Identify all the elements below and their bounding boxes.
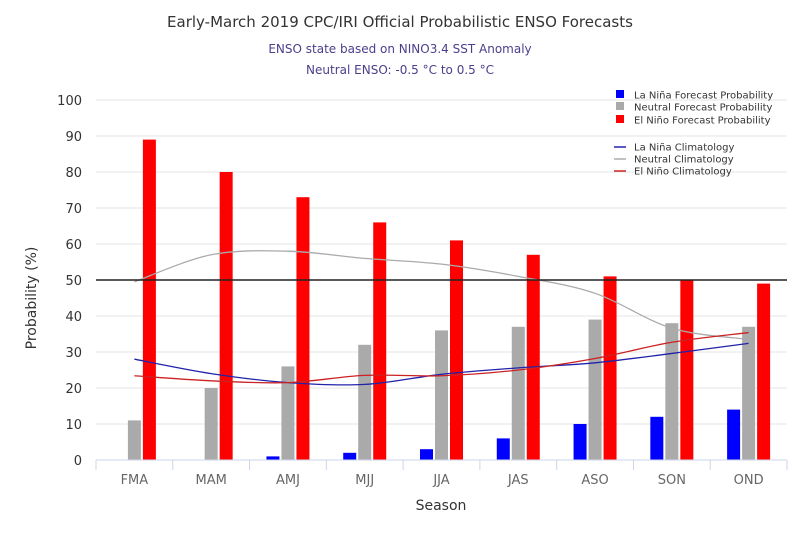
line-neutral-climatology xyxy=(134,250,749,341)
bar-el-ni-o-forecast-probability-OND xyxy=(757,283,771,460)
y-axis-ticks: 0 10 20 30 40 50 60 70 80 90 100 xyxy=(57,94,82,469)
bar-la-ni-a-forecast-probability-OND xyxy=(727,409,741,460)
bar-neutral-forecast-probability-JJA xyxy=(435,330,448,460)
bar-neutral-forecast-probability-FMA xyxy=(127,420,141,460)
legend-label-la-ni-a-forecast-probability: La Niña Forecast Probability xyxy=(634,91,773,102)
bar-el-ni-o-forecast-probability-AMJ xyxy=(296,197,310,460)
legend-swatch-neutral-forecast-probability xyxy=(616,102,624,110)
y-tick-label: 60 xyxy=(65,238,82,253)
y-tick-label: 10 xyxy=(65,418,82,433)
bar-el-ni-o-forecast-probability-JAS xyxy=(526,254,540,460)
bar-la-ni-a-forecast-probability-AMJ xyxy=(266,456,280,460)
y-tick-label: 90 xyxy=(65,130,82,145)
x-axis: FMA MAM AMJ MJJ JJA JAS ASO SON OND xyxy=(95,459,788,488)
x-tick-label: MAM xyxy=(196,473,227,488)
bar-la-ni-a-forecast-probability-JAS xyxy=(496,438,510,460)
legend-label-el-ni-o-forecast-probability: El Niño Forecast Probability xyxy=(634,116,771,127)
legend-swatch-la-ni-a-forecast-probability xyxy=(616,90,624,98)
line-el-ni-o-climatology xyxy=(134,331,749,384)
line-la-ni-a-climatology xyxy=(134,342,749,386)
bar-la-ni-a-forecast-probability-JJA xyxy=(420,449,433,460)
bar-el-ni-o-forecast-probability-SON xyxy=(680,280,694,460)
bar-neutral-forecast-probability-ASO xyxy=(588,319,602,460)
bar-neutral-forecast-probability-AMJ xyxy=(281,366,295,460)
bar-el-ni-o-forecast-probability-JJA xyxy=(450,240,463,460)
bar-neutral-forecast-probability-SON xyxy=(665,323,679,460)
legend-label-la-ni-a-climatology: La Niña Climatology xyxy=(634,143,734,154)
x-tick-label: SON xyxy=(658,473,686,488)
y-tick-label: 20 xyxy=(65,382,82,397)
legend-label-el-ni-o-climatology: El Niño Climatology xyxy=(634,167,732,178)
y-tick-label: 50 xyxy=(65,274,82,289)
x-axis-title: Season xyxy=(416,498,467,514)
bars xyxy=(127,139,771,460)
y-tick-label: 70 xyxy=(65,202,82,217)
chart-subtitle-line-1: ENSO state based on NINO3.4 SST Anomaly xyxy=(268,42,531,56)
bar-el-ni-o-forecast-probability-ASO xyxy=(603,276,617,460)
legend-swatch-el-ni-o-forecast-probability xyxy=(616,115,624,123)
x-tick-label: FMA xyxy=(121,473,149,488)
y-axis-title: Probability (%) xyxy=(24,247,40,350)
bar-la-ni-a-forecast-probability-MJJ xyxy=(343,452,357,460)
chart-title: Early-March 2019 CPC/IRI Official Probab… xyxy=(167,13,633,31)
x-tick-label: AMJ xyxy=(276,473,300,488)
y-tick-label: 40 xyxy=(65,310,82,325)
y-tick-label: 100 xyxy=(57,94,82,109)
x-tick-label: ASO xyxy=(581,473,608,488)
x-tick-label: JJA xyxy=(432,473,449,488)
bar-neutral-forecast-probability-OND xyxy=(742,326,756,460)
x-tick-label: JAS xyxy=(507,473,529,488)
x-tick-label: OND xyxy=(734,473,764,488)
x-tick-label: MJJ xyxy=(355,473,374,488)
bar-la-ni-a-forecast-probability-SON xyxy=(650,416,664,460)
bar-la-ni-a-forecast-probability-ASO xyxy=(573,424,587,460)
bar-el-ni-o-forecast-probability-MAM xyxy=(219,172,233,460)
y-tick-label: 0 xyxy=(74,454,82,469)
climatology-lines xyxy=(134,250,749,386)
bar-el-ni-o-forecast-probability-FMA xyxy=(142,139,156,460)
legend-label-neutral-climatology: Neutral Climatology xyxy=(634,155,734,166)
chart-subtitle-line-2: Neutral ENSO: -0.5 °C to 0.5 °C xyxy=(306,63,494,77)
y-tick-label: 30 xyxy=(65,346,82,361)
bar-neutral-forecast-probability-MAM xyxy=(204,388,218,460)
legend-label-neutral-forecast-probability: Neutral Forecast Probability xyxy=(634,103,773,114)
y-tick-label: 80 xyxy=(65,166,82,181)
bar-neutral-forecast-probability-JAS xyxy=(511,326,525,460)
bar-el-ni-o-forecast-probability-MJJ xyxy=(373,222,387,460)
bar-neutral-forecast-probability-MJJ xyxy=(358,344,372,460)
